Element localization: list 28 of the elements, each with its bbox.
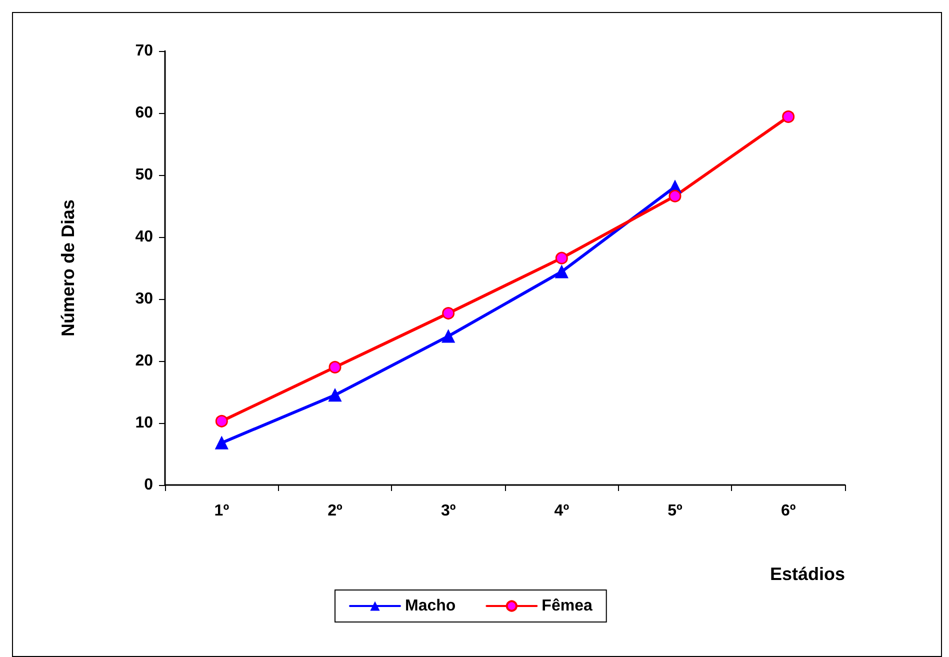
x-tick-label: 3º	[440, 502, 456, 520]
point	[782, 110, 795, 123]
y-tick-label: 0	[144, 476, 154, 494]
x-tick-label: 5º	[668, 502, 683, 520]
y-tick-label: 10	[135, 414, 154, 432]
point	[215, 436, 228, 450]
point	[442, 307, 455, 320]
x-tick-label: 6º	[780, 502, 796, 520]
point	[215, 414, 228, 428]
point	[328, 388, 342, 402]
legend-label: Fêmea	[542, 598, 592, 614]
x-tick-label: 1º	[214, 502, 230, 520]
point	[328, 360, 342, 374]
legend-label: Macho	[405, 598, 456, 614]
x-axis-title: Estádios	[770, 564, 845, 584]
point	[555, 252, 568, 264]
x-tick-label: 2º	[328, 502, 343, 520]
y-tick-label: 60	[135, 104, 154, 122]
y-tick-label: 30	[135, 290, 154, 308]
point	[442, 330, 455, 343]
y-tick-label: 50	[135, 166, 154, 184]
y-tick-label: 20	[135, 352, 154, 370]
y-tick-label: 40	[135, 228, 154, 246]
x-tick-label: 4º	[554, 502, 570, 520]
point	[555, 265, 568, 278]
y-tick-label: 70	[135, 42, 154, 60]
point	[668, 190, 682, 202]
y-axis-title: Número de Dias	[58, 199, 78, 337]
